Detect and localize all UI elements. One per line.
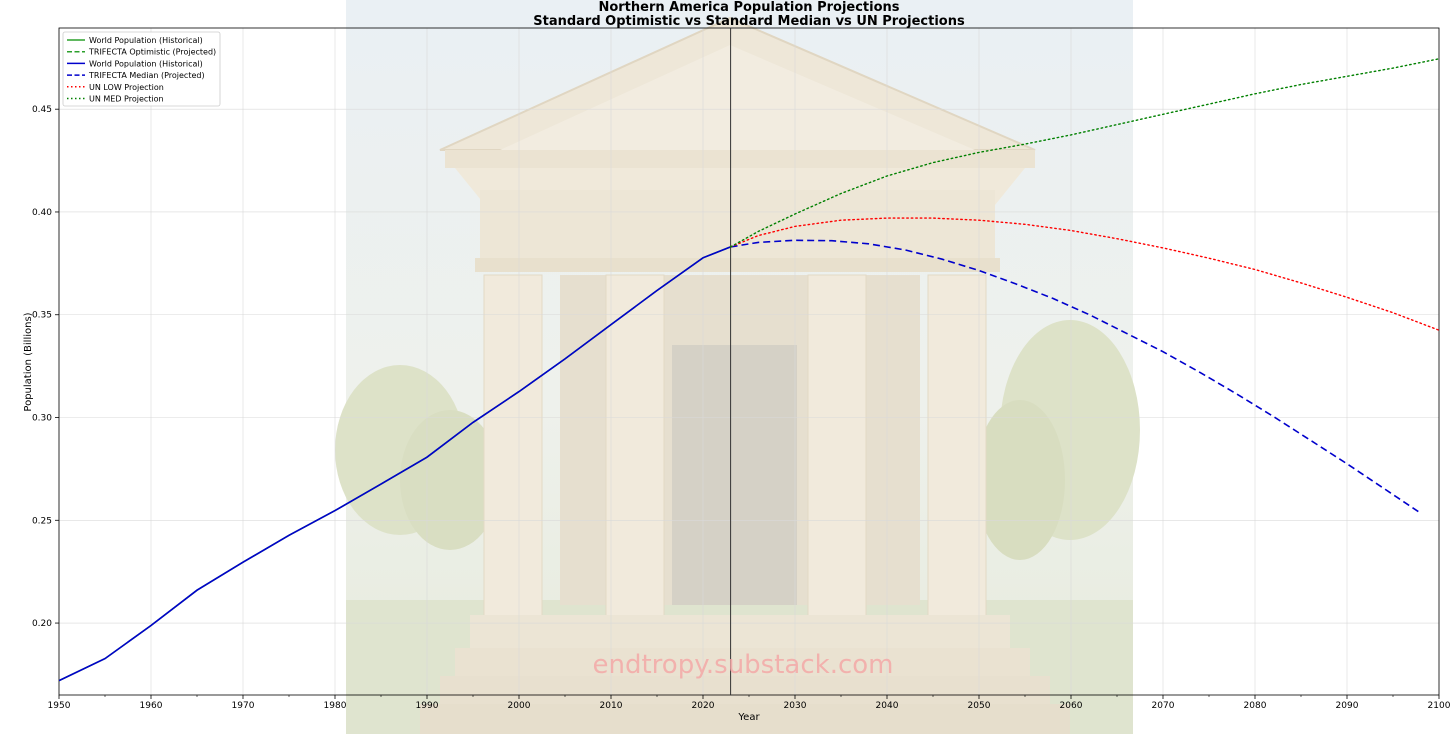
x-tick-label: 2100	[1428, 701, 1451, 711]
series-lines	[59, 58, 1439, 682]
legend-label-3: TRIFECTA Median (Projected)	[88, 71, 205, 80]
x-tick-label: 1950	[48, 701, 71, 711]
x-tick-label: 2010	[600, 701, 623, 711]
x-tick-label: 2060	[1060, 701, 1083, 711]
series-line-3	[730, 239, 1422, 514]
background-temple-image	[335, 0, 1140, 734]
series-line-5	[729, 58, 1439, 248]
legend-label-4: UN LOW Projection	[89, 83, 164, 92]
y-axis-label: Population (Billions)	[23, 312, 34, 411]
x-tick-label: 1960	[140, 701, 163, 711]
y-tick-label: 0.35	[32, 311, 52, 321]
grid-lines	[58, 28, 1440, 695]
y-tick-label: 0.30	[32, 414, 52, 424]
chart-legend: World Population (Historical) TRIFECTA Op…	[62, 31, 221, 107]
x-tick-label: 1990	[416, 701, 439, 711]
legend-label-5: UN MED Projection	[89, 95, 164, 104]
x-tick-label: 1970	[232, 701, 255, 711]
x-tick-label: 2090	[1336, 701, 1359, 711]
legend-label-0: World Population (Historical)	[89, 36, 203, 45]
x-tick-label: 2020	[692, 701, 715, 711]
series-line-2	[59, 246, 731, 682]
axis-ticks: 1950 1960 1970 1980 1990 2000 2010 2020 2030 2040…	[32, 105, 1451, 711]
y-tick-label: 0.45	[32, 105, 52, 115]
y-tick-label: 0.25	[32, 516, 52, 526]
x-tick-label: 1980	[324, 701, 347, 711]
legend-box	[62, 31, 221, 107]
x-tick-label: 2070	[1152, 701, 1175, 711]
x-tick-label: 2000	[508, 701, 531, 711]
x-axis-label: Year	[737, 712, 760, 723]
y-tick-label: 0.40	[32, 208, 52, 218]
y-tick-label: 0.20	[32, 619, 52, 629]
watermark-text: endtropy.substack.com	[593, 650, 894, 680]
chart-title: Northern America Population Projections	[598, 0, 899, 15]
legend-label-2: World Population (Historical)	[89, 59, 203, 68]
x-tick-label: 2050	[968, 701, 991, 711]
x-tick-label: 2080	[1244, 701, 1267, 711]
x-tick-label: 2040	[876, 701, 899, 711]
chart-subtitle: Standard Optimistic vs Standard Median v…	[533, 14, 965, 29]
series-line-4	[729, 217, 1439, 331]
x-tick-label: 2030	[784, 701, 807, 711]
legend-label-1: TRIFECTA Optimistic (Projected)	[88, 48, 216, 57]
